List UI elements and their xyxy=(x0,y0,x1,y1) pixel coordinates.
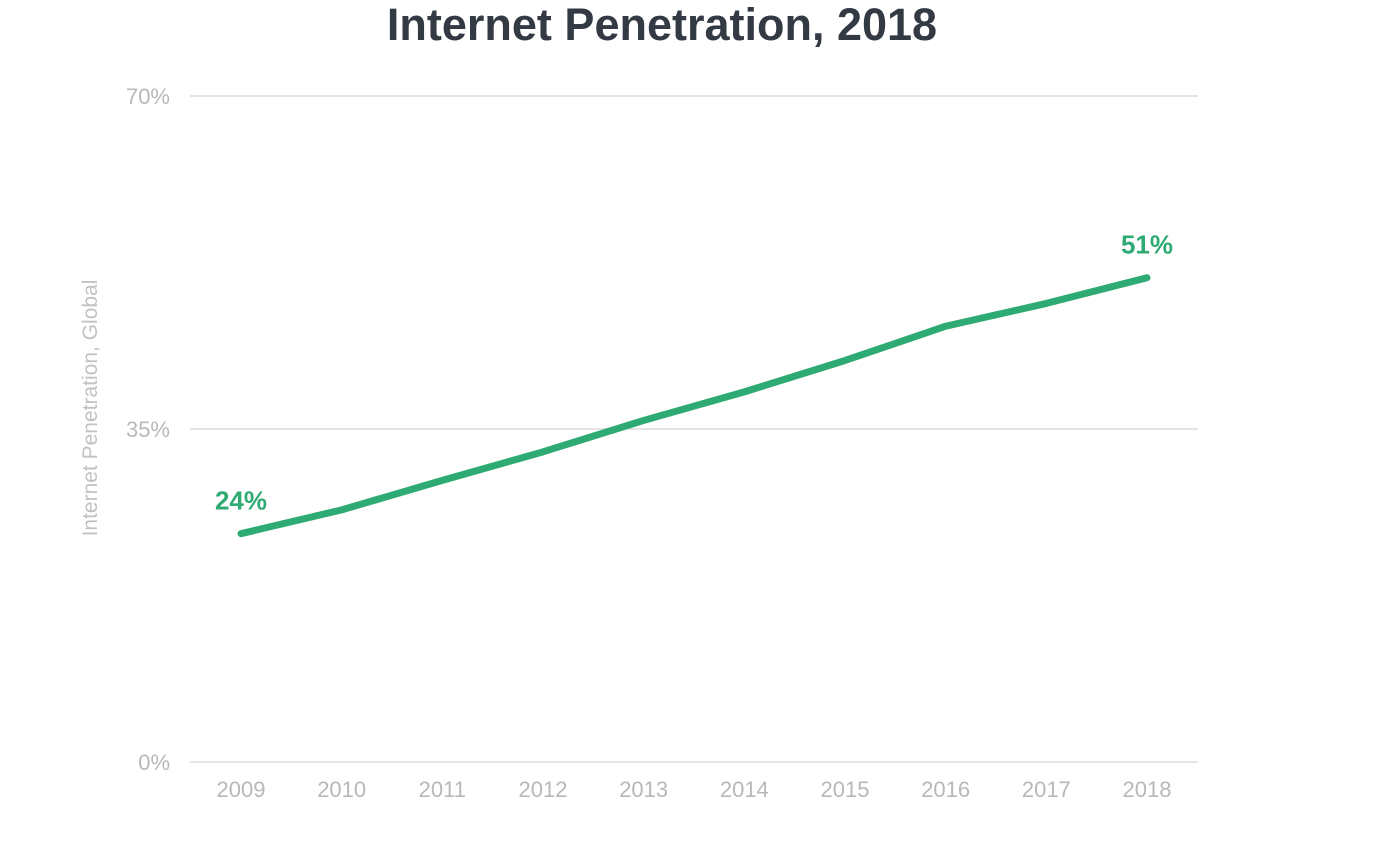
x-tick-label: 2018 xyxy=(1123,777,1172,802)
x-tick-label: 2012 xyxy=(519,777,568,802)
data-labels: 24% 51% xyxy=(215,230,1173,516)
y-tick-label: 35% xyxy=(126,417,170,442)
series-line xyxy=(237,274,1151,538)
x-axis-ticks: 2009 2010 2011 2012 2013 2014 2015 2016 2017 2018 xyxy=(217,777,1172,802)
data-label: 24% xyxy=(215,486,267,516)
x-tick-label: 2013 xyxy=(619,777,668,802)
x-tick-label: 2016 xyxy=(921,777,970,802)
x-tick-label: 2010 xyxy=(317,777,366,802)
y-axis-ticks: 0% 35% 70% xyxy=(126,84,170,775)
x-tick-label: 2014 xyxy=(720,777,769,802)
y-tick-label: 0% xyxy=(138,750,170,775)
x-tick-label: 2009 xyxy=(217,777,266,802)
x-tick-label: 2017 xyxy=(1022,777,1071,802)
chart-title: Internet Penetration, 2018 xyxy=(386,0,938,50)
gridlines xyxy=(190,95,1198,763)
y-tick-label: 70% xyxy=(126,84,170,109)
series-group xyxy=(237,274,1151,538)
data-label: 51% xyxy=(1121,230,1173,260)
y-axis-title: Internet Penetration, Global xyxy=(79,280,102,537)
x-tick-label: 2015 xyxy=(821,777,870,802)
x-tick-label: 2011 xyxy=(419,777,466,802)
